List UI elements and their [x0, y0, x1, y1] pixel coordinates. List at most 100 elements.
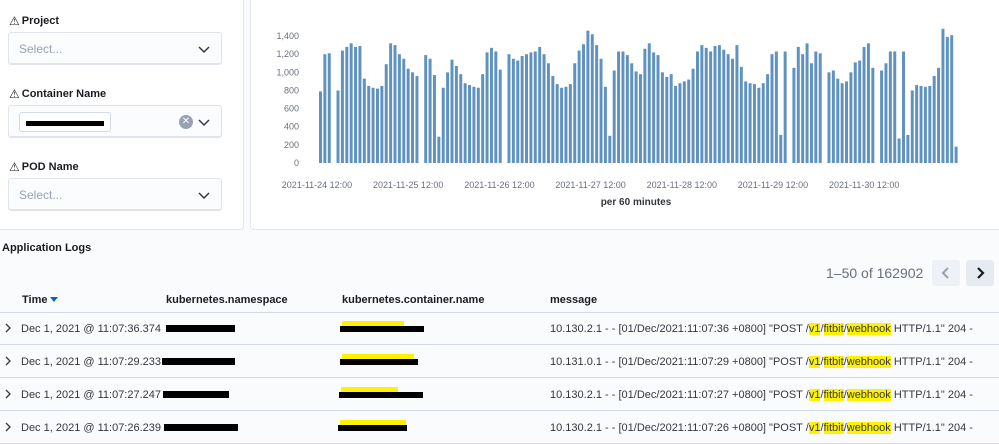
histogram-bar[interactable]: [354, 46, 358, 164]
table-row[interactable]: Dec 1, 2021 @ 11:07:27.247 10.130.2.1 - -…: [0, 379, 999, 411]
histogram-bar[interactable]: [551, 75, 555, 163]
histogram-bar[interactable]: [704, 47, 708, 163]
histogram-bar[interactable]: [805, 43, 809, 163]
histogram-bar[interactable]: [582, 44, 585, 164]
histogram-bar[interactable]: [840, 83, 844, 163]
histogram-bar[interactable]: [669, 74, 673, 163]
histogram-bar[interactable]: [446, 72, 450, 163]
histogram-bar[interactable]: [459, 74, 463, 163]
histogram-bar[interactable]: [761, 83, 765, 163]
histogram-bar[interactable]: [498, 69, 502, 163]
histogram-bar[interactable]: [323, 54, 327, 164]
histogram-bar[interactable]: [516, 60, 520, 163]
histogram-bar[interactable]: [880, 70, 884, 163]
histogram-bar[interactable]: [533, 51, 537, 164]
histogram-bar[interactable]: [853, 62, 857, 163]
histogram-bar[interactable]: [660, 72, 664, 163]
histogram-bar[interactable]: [831, 70, 835, 163]
histogram-bar[interactable]: [358, 46, 362, 163]
histogram-bar[interactable]: [796, 46, 800, 164]
previous-page-button[interactable]: [932, 260, 960, 286]
histogram-bar[interactable]: [748, 83, 752, 163]
histogram-bar[interactable]: [450, 59, 454, 163]
expand-row-icon[interactable]: [3, 355, 13, 367]
histogram-bar[interactable]: [577, 50, 581, 163]
histogram-bar[interactable]: [362, 78, 366, 163]
histogram-bar[interactable]: [827, 72, 831, 163]
histogram-bar[interactable]: [678, 83, 682, 163]
histogram-bar[interactable]: [568, 84, 572, 163]
histogram-bar[interactable]: [932, 75, 936, 163]
histogram-bar[interactable]: [371, 87, 375, 163]
histogram-bar[interactable]: [481, 74, 485, 163]
histogram-bar[interactable]: [919, 85, 923, 163]
histogram-bar[interactable]: [336, 90, 340, 163]
histogram-bar[interactable]: [397, 54, 401, 164]
histogram-bar[interactable]: [871, 67, 875, 163]
histogram-bar[interactable]: [432, 75, 436, 163]
histogram-bar[interactable]: [735, 45, 739, 163]
histogram-bar[interactable]: [941, 28, 945, 164]
histogram-bar[interactable]: [603, 86, 607, 163]
histogram-bar[interactable]: [757, 87, 761, 163]
histogram-bar[interactable]: [327, 53, 331, 163]
histogram-bar[interactable]: [954, 146, 958, 163]
histogram-bar[interactable]: [384, 64, 388, 163]
histogram-bar[interactable]: [340, 50, 344, 163]
histogram-bar[interactable]: [402, 58, 406, 164]
histogram-bar[interactable]: [682, 81, 686, 163]
histogram-bar[interactable]: [945, 36, 949, 163]
expand-row-icon[interactable]: [3, 322, 13, 334]
histogram-bar[interactable]: [858, 60, 862, 163]
table-row[interactable]: Dec 1, 2021 @ 11:07:29.233 10.131.0.1 - -…: [0, 346, 999, 378]
histogram-bar[interactable]: [590, 34, 594, 163]
histogram-bar[interactable]: [845, 81, 849, 163]
histogram-bar[interactable]: [520, 56, 524, 164]
histogram-bar[interactable]: [739, 66, 743, 163]
column-header-time[interactable]: Time: [22, 294, 59, 306]
histogram-bar[interactable]: [902, 51, 905, 164]
histogram-bar[interactable]: [731, 58, 735, 164]
histogram-bar[interactable]: [468, 85, 472, 163]
histogram-bar[interactable]: [476, 87, 480, 163]
column-header-message[interactable]: message: [550, 294, 598, 306]
expand-row-icon[interactable]: [3, 421, 13, 433]
histogram-bar[interactable]: [888, 51, 892, 164]
histogram-bar[interactable]: [709, 51, 713, 164]
container-name-select[interactable]: ✕: [8, 105, 222, 138]
histogram-bar[interactable]: [656, 55, 660, 163]
histogram-bar[interactable]: [617, 51, 621, 164]
histogram-bar[interactable]: [801, 54, 805, 164]
histogram-bar[interactable]: [511, 58, 515, 164]
histogram-bar[interactable]: [923, 86, 927, 163]
histogram-bar[interactable]: [792, 67, 796, 163]
histogram-bar[interactable]: [441, 87, 445, 163]
next-page-button[interactable]: [966, 260, 994, 286]
histogram-bar[interactable]: [380, 85, 384, 163]
histogram-bar[interactable]: [406, 68, 410, 163]
histogram-bar[interactable]: [345, 46, 349, 164]
histogram-bar[interactable]: [717, 45, 721, 163]
histogram-bar[interactable]: [836, 78, 840, 163]
histogram-bar[interactable]: [463, 83, 467, 163]
histogram-bar[interactable]: [375, 88, 379, 163]
histogram-bar[interactable]: [866, 43, 870, 163]
histogram-bar[interactable]: [555, 84, 559, 163]
histogram-bar[interactable]: [687, 79, 691, 163]
histogram-bar[interactable]: [809, 63, 813, 163]
histogram-bar[interactable]: [752, 84, 756, 163]
histogram-bar[interactable]: [393, 45, 397, 163]
histogram-bar[interactable]: [814, 51, 818, 164]
histogram-bar[interactable]: [700, 45, 704, 163]
histogram-bar[interactable]: [424, 55, 428, 163]
histogram-bar[interactable]: [950, 35, 954, 163]
histogram-bar[interactable]: [779, 134, 783, 163]
project-select[interactable]: Select...: [8, 32, 222, 65]
histogram-bar[interactable]: [818, 53, 822, 163]
histogram-bar[interactable]: [529, 52, 533, 163]
histogram-bar[interactable]: [744, 81, 748, 163]
histogram-bar[interactable]: [625, 55, 629, 163]
clear-icon[interactable]: ✕: [179, 115, 193, 129]
histogram-bar[interactable]: [538, 46, 542, 164]
histogram-bar[interactable]: [542, 54, 546, 164]
